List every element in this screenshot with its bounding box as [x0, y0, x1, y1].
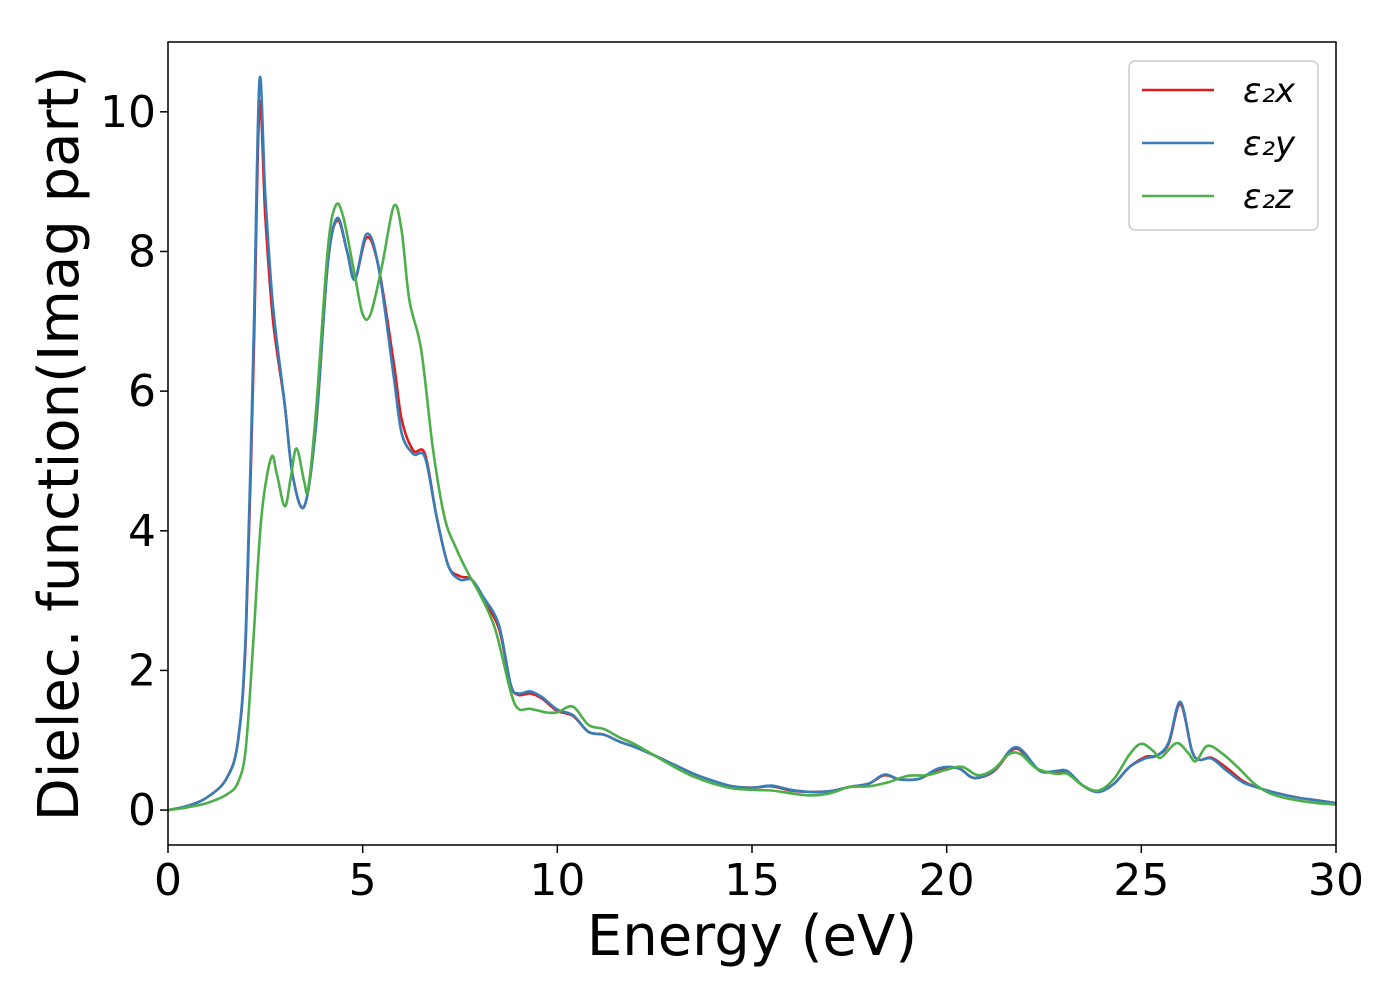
- x-tick-label: 30: [1308, 855, 1364, 906]
- y-tick-label: 10: [100, 87, 156, 138]
- legend-label-2: ε₂z: [1243, 177, 1294, 217]
- series-line-1: [167, 75, 1337, 812]
- y-tick-label: 8: [128, 226, 156, 277]
- y-axis-ticks: 0 2 4 6 8 10: [100, 87, 168, 836]
- x-tick-label: 25: [1113, 855, 1169, 906]
- x-tick-label: 0: [154, 855, 182, 906]
- series-line-2: [167, 202, 1337, 812]
- legend-box: [1128, 60, 1319, 231]
- y-axis-title: Dielec. function(Imag part): [27, 66, 92, 822]
- x-tick-label: 5: [349, 855, 377, 906]
- x-tick-label: 10: [529, 855, 585, 906]
- x-axis-ticks: 0 5 10 15 20 25 30: [154, 845, 1364, 906]
- y-tick-label: 0: [128, 785, 156, 836]
- series-layer: [167, 75, 1337, 812]
- x-axis-title: Energy (eV): [587, 904, 917, 969]
- x-tick-label: 15: [724, 855, 780, 906]
- legend: ε₂x ε₂y ε₂z: [1128, 60, 1319, 231]
- y-tick-label: 6: [128, 366, 156, 417]
- legend-label-1: ε₂y: [1243, 124, 1296, 164]
- y-tick-label: 2: [128, 645, 156, 696]
- y-tick-label: 4: [128, 506, 156, 557]
- x-tick-label: 20: [919, 855, 975, 906]
- legend-label-0: ε₂x: [1243, 71, 1296, 111]
